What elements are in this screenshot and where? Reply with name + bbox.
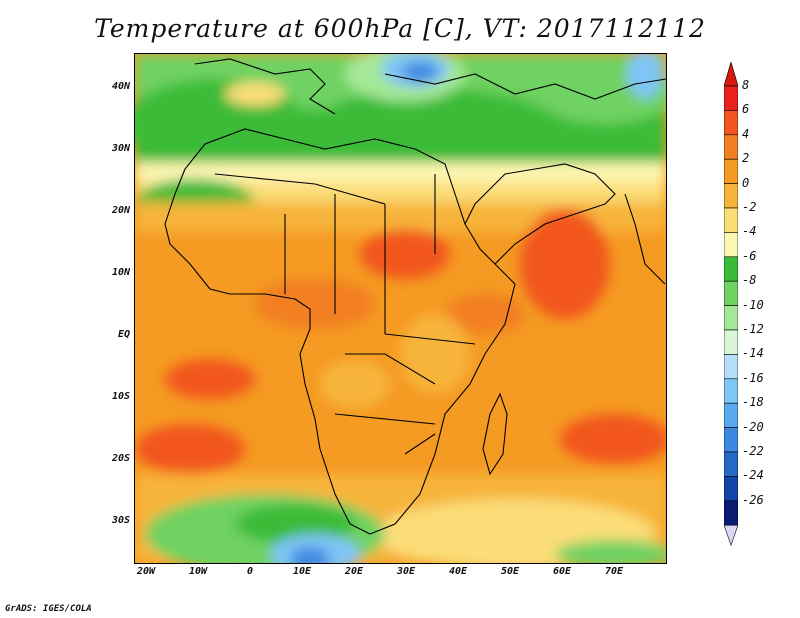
colorbar-swatch bbox=[724, 451, 738, 477]
colorbar-swatch bbox=[724, 232, 738, 258]
colorbar-label: -22 bbox=[742, 444, 764, 458]
lon-tick-label: 30E bbox=[396, 566, 416, 577]
colorbar-swatch bbox=[724, 134, 738, 160]
colorbar-label: -8 bbox=[742, 273, 757, 288]
lat-tick-label: 20S bbox=[111, 453, 130, 464]
colorbar-swatch bbox=[724, 183, 738, 209]
colorbar-swatch bbox=[724, 378, 738, 404]
colorbar-bottom-arrow bbox=[724, 524, 738, 547]
colorbar-label: 4 bbox=[742, 126, 750, 141]
colorbar-top-arrow bbox=[724, 62, 738, 87]
colorbar-label: -12 bbox=[742, 322, 764, 336]
colorbar-label: 6 bbox=[742, 102, 750, 117]
colorbar-label: 8 bbox=[742, 78, 750, 92]
colorbar-label: -4 bbox=[742, 224, 757, 239]
lat-tick-label: 30N bbox=[111, 143, 130, 154]
lat-tick-label: EQ bbox=[117, 329, 130, 340]
colorbar-swatch bbox=[724, 500, 738, 526]
colorbar-swatch bbox=[724, 402, 738, 428]
colorbar bbox=[724, 62, 738, 547]
lon-tick-label: 50E bbox=[500, 566, 520, 577]
colorbar-swatch bbox=[724, 207, 738, 233]
lon-tick-label: 70E bbox=[604, 566, 624, 577]
colorbar-swatch bbox=[724, 256, 738, 282]
colorbar-swatch bbox=[724, 329, 738, 355]
lon-tick-label: 0 bbox=[246, 566, 254, 577]
colorbar-label: -20 bbox=[742, 419, 764, 434]
colorbar-swatch bbox=[724, 305, 738, 331]
colorbar-swatch bbox=[724, 110, 738, 136]
map-title: Temperature at 600hPa [C], VT: 201711211… bbox=[94, 14, 706, 43]
colorbar-swatch bbox=[724, 476, 738, 502]
colorbar-label: 0 bbox=[742, 175, 750, 190]
colorbar-label: -2 bbox=[742, 200, 757, 214]
lat-tick-label: 20N bbox=[111, 205, 130, 216]
lon-tick-label: 20W bbox=[136, 566, 156, 577]
colorbar-label: -24 bbox=[742, 468, 764, 483]
colorbar-label: -26 bbox=[742, 492, 764, 507]
lat-tick-label: 30S bbox=[111, 515, 130, 526]
lat-tick-label: 40N bbox=[111, 81, 130, 92]
lon-tick-label: 10E bbox=[292, 566, 312, 577]
temperature-map bbox=[134, 53, 667, 564]
lon-tick-label: 60E bbox=[552, 566, 572, 577]
lon-tick-label: 20E bbox=[344, 566, 364, 577]
colorbar-swatch bbox=[724, 280, 738, 306]
lon-tick-label: 10W bbox=[188, 566, 208, 577]
lon-tick-label: 40E bbox=[448, 566, 468, 577]
colorbar-swatch bbox=[724, 427, 738, 453]
lat-tick-label: 10S bbox=[111, 391, 130, 402]
colorbar-label: -16 bbox=[742, 370, 764, 385]
colorbar-label: -10 bbox=[742, 297, 764, 312]
colorbar-swatch bbox=[724, 354, 738, 380]
temperature-field bbox=[135, 54, 666, 563]
colorbar-label: -18 bbox=[742, 395, 764, 410]
credit-text: GrADS: IGES/COLA bbox=[5, 604, 92, 614]
colorbar-label: -14 bbox=[742, 346, 764, 361]
colorbar-label: -6 bbox=[742, 248, 757, 263]
colorbar-label: 2 bbox=[742, 151, 750, 166]
colorbar-swatch bbox=[724, 158, 738, 184]
colorbar-swatch bbox=[724, 85, 738, 111]
lat-tick-label: 10N bbox=[111, 267, 130, 278]
